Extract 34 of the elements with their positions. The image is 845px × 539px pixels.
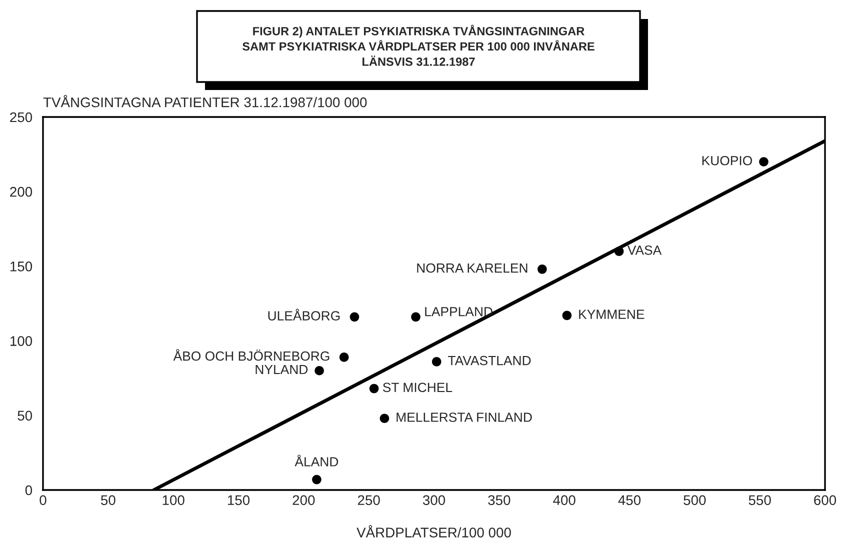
- x-tick-label: 350: [488, 495, 510, 506]
- annotation: VASA: [627, 245, 662, 255]
- y-tick-label: 250: [10, 112, 32, 122]
- x-tick-label: 450: [618, 495, 641, 506]
- x-tick-label: 100: [162, 495, 184, 506]
- y-tick-label: 50: [18, 410, 32, 421]
- y-tick-label: 0: [25, 485, 32, 496]
- chart-title: FIGUR 2) ANTALET PSYKIATRISKA TVÅNGSINTAGNINGAR SAMT PSYKIATRISKA VÅRDPLATSER PER 100 000 INVÅNARE LÄNSVIS 31.12.1987: [242, 24, 594, 66]
- x-tick-label: 400: [553, 495, 576, 506]
- annotation: NORRA KARELEN: [417, 263, 528, 273]
- x-tick-label: 0: [40, 495, 46, 506]
- annotation: ÅLAND: [294, 454, 338, 466]
- annotation: NYLAND: [256, 364, 308, 374]
- y-tick-label: 100: [10, 336, 32, 346]
- annotation: KYMMENE: [579, 310, 644, 319]
- x-tick-label: 150: [228, 495, 250, 506]
- y-axis-title: TVÅNGSINTAGNA PATIENTER 31.12.1987/100 000: [43, 94, 367, 108]
- x-tick-label: 300: [422, 495, 446, 506]
- annotation: LAPPLAND: [425, 307, 492, 316]
- x-tick-label: 600: [814, 495, 836, 506]
- annotation: ÅBO OCH BJÖRNEBORG: [173, 349, 330, 361]
- x-tick-label: 250: [358, 495, 380, 506]
- annotation: TAVASTLAND: [448, 356, 531, 366]
- annotation: ULEÅBORG: [268, 308, 340, 320]
- x-tick-label: 550: [748, 495, 771, 506]
- x-tick-label: 200: [292, 495, 315, 506]
- annotation: KUOPIO: [702, 156, 752, 166]
- annotation: ST MICHEL: [382, 382, 452, 392]
- x-tick-label: 500: [684, 495, 706, 506]
- y-tick-label: 150: [10, 262, 32, 272]
- y-tick-label: 200: [10, 186, 32, 197]
- x-tick-label: 50: [101, 495, 116, 506]
- x-axis-title: VÅRDPLATSER/100 000: [356, 525, 511, 538]
- annotation: MELLERSTA FINLAND: [396, 412, 532, 422]
